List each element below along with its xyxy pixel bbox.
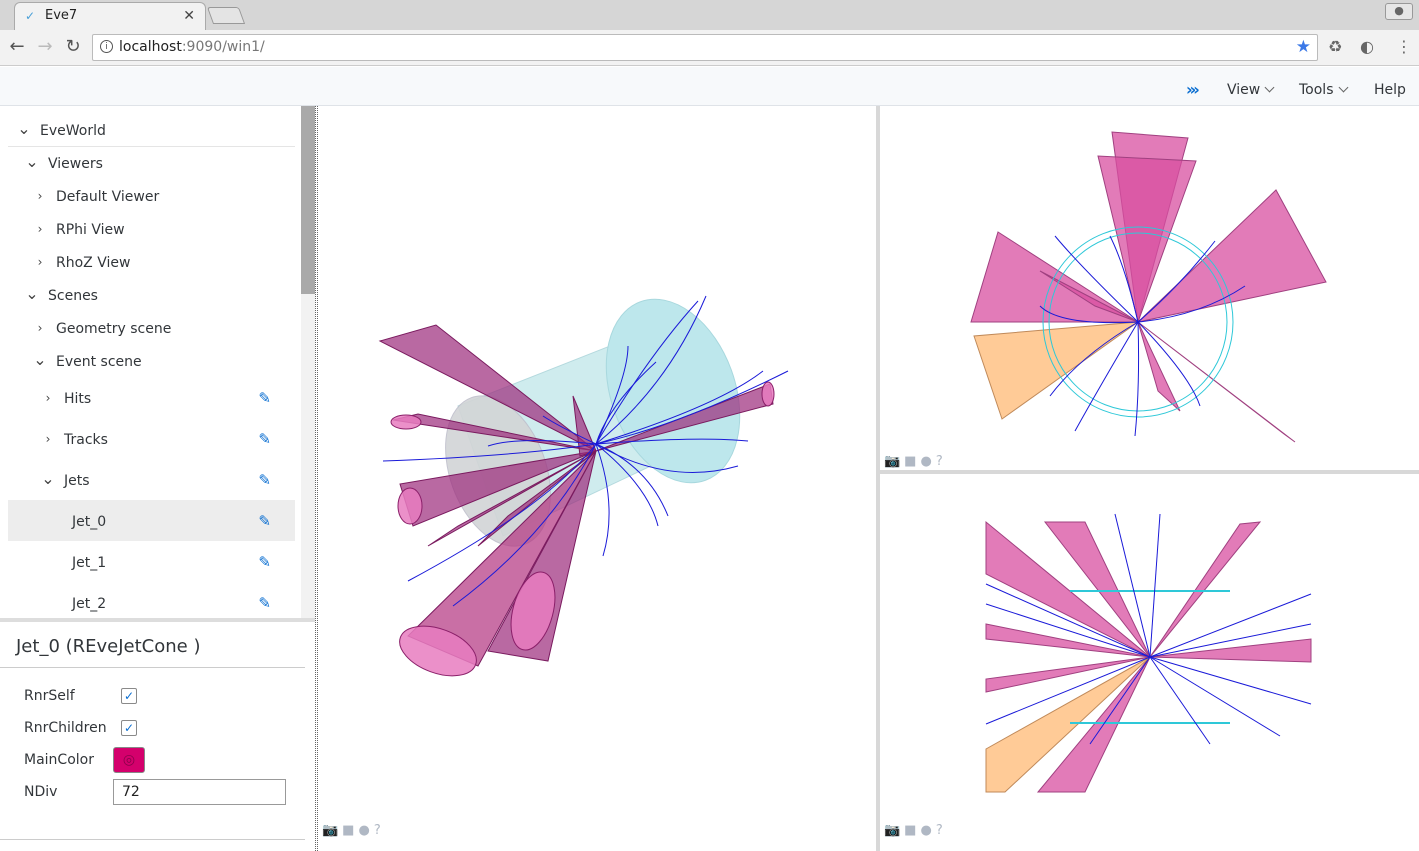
properties-bottom-divider [0, 839, 305, 840]
chevron-right-icon[interactable]: › [45, 432, 51, 446]
profile-icon[interactable]: ● [1385, 3, 1413, 20]
menu-tools-label: Tools [1299, 82, 1334, 98]
properties-title: Jet_0 (REveJetCone ) [16, 636, 201, 657]
forward-icon[interactable]: → [37, 36, 53, 57]
chevron-down-icon[interactable]: ⌄ [33, 350, 47, 369]
edit-pencil-icon[interactable]: ✎ [258, 512, 271, 530]
edit-pencil-icon[interactable]: ✎ [258, 594, 271, 612]
panel-splitter[interactable] [0, 618, 315, 622]
browser-toolbar: ← → ↻ i localhost:9090/win1/ ★ ♻ ◐ ⋮ [0, 30, 1419, 66]
edit-pencil-icon[interactable]: ✎ [258, 389, 271, 407]
browser-menu-icon[interactable]: ⋮ [1396, 37, 1412, 56]
chevron-down-icon[interactable]: ⌄ [25, 152, 39, 171]
reload-icon[interactable]: ↻ [65, 36, 81, 57]
rnrself-checkbox[interactable]: ✓ [121, 688, 137, 704]
tree-item-label: Jet_0 [72, 514, 107, 530]
browser-tab-strip: ✓ Eve7 ✕ ● [0, 0, 1419, 30]
rphi-tracks [1039, 235, 1246, 437]
chevron-down-icon [1338, 82, 1348, 93]
tree-item-label: Jet_2 [72, 596, 107, 612]
chevron-right-icon[interactable]: › [37, 189, 43, 203]
edit-pencil-icon[interactable]: ✎ [258, 553, 271, 571]
app-menubar [0, 67, 1419, 106]
chevron-down-icon[interactable]: ⌄ [17, 119, 31, 138]
rhoz-toolbar[interactable]: 📷■●? [884, 823, 947, 838]
menu-view-label: View [1227, 82, 1261, 98]
info-icon[interactable]: i [100, 40, 113, 53]
selected-row-highlight [8, 500, 295, 541]
rnrchildren-label: RnrChildren [24, 720, 107, 736]
tree-item-label: Hits [64, 391, 92, 407]
address-bar[interactable]: i localhost:9090/win1/ ★ [92, 34, 1318, 61]
menu-help[interactable]: Help [1374, 82, 1406, 98]
rhoz-jet-wedges [985, 520, 1312, 793]
back-icon[interactable]: ← [9, 36, 25, 57]
url-host: localhost [119, 39, 182, 55]
tree-item-label: RhoZ View [56, 255, 131, 271]
chevron-down-icon [1264, 82, 1275, 93]
rhoz-orange-wedge [985, 656, 1151, 793]
tree-item-label: Jets [64, 473, 90, 489]
tracks [382, 295, 789, 607]
url-path: :9090/win1/ [181, 39, 265, 55]
tree-item-label: Jet_1 [72, 555, 107, 571]
rhoz-geometry-lines [1070, 590, 1230, 724]
color-picker-icon: ◎ [122, 752, 136, 768]
vertical-splitter[interactable] [315, 106, 318, 851]
rnrself-label: RnrSelf [24, 688, 75, 704]
maincolor-label: MainColor [24, 752, 94, 768]
menu-view[interactable]: View [1227, 82, 1275, 98]
rphi-geometry-rings [1042, 226, 1234, 418]
3d-event-display[interactable] [318, 106, 876, 851]
close-tab-icon[interactable]: ✕ [183, 8, 195, 24]
extension-icon[interactable]: ◐ [1360, 37, 1374, 56]
new-tab-button[interactable] [206, 7, 246, 24]
navigation-arrows-icon[interactable]: ››› [1186, 80, 1200, 99]
chevron-right-icon[interactable]: › [37, 255, 43, 269]
ndiv-input[interactable]: 72 [113, 779, 286, 805]
rphi-jet-wedges [970, 131, 1327, 443]
rhoz-viewer[interactable]: 📷■●? [880, 474, 1419, 851]
tree-divider [8, 146, 295, 147]
scene-tree: ⌄ EveWorld ⌄ Viewers › Default Viewer › RPhi Vi… [8, 106, 295, 618]
tree-item-label: Tracks [64, 432, 108, 448]
page-favicon-icon: ✓ [25, 9, 36, 23]
rphi-projection[interactable] [880, 106, 1419, 470]
rhoz-tracks [985, 513, 1312, 745]
rphi-viewer[interactable]: 📷■●? [880, 106, 1419, 470]
menu-tools[interactable]: Tools [1299, 82, 1348, 98]
default-viewer-3d[interactable]: 📷■●? [318, 106, 876, 851]
tree-item-label: Viewers [48, 156, 103, 172]
edit-pencil-icon[interactable]: ✎ [258, 471, 271, 489]
rnrchildren-checkbox[interactable]: ✓ [121, 720, 137, 736]
recycle-extension-icon[interactable]: ♻ [1328, 37, 1343, 56]
browser-tab[interactable]: ✓ Eve7 ✕ [14, 2, 206, 30]
chevron-right-icon[interactable]: › [37, 222, 43, 236]
tree-item-label: Default Viewer [56, 189, 160, 205]
tree-item-label: Event scene [56, 354, 142, 370]
viewer-toolbar[interactable]: 📷■●? [322, 823, 385, 838]
tree-item-label: EveWorld [40, 123, 106, 139]
chevron-right-icon[interactable]: › [37, 321, 43, 335]
maincolor-picker[interactable]: ◎ [113, 747, 145, 773]
tree-item-label: Geometry scene [56, 321, 172, 337]
jet-cone-ends [390, 381, 775, 677]
tree-scrollbar-thumb[interactable] [301, 106, 315, 294]
chevron-right-icon[interactable]: › [45, 391, 51, 405]
chevron-down-icon[interactable]: ⌄ [25, 284, 39, 303]
view-splitter-horizontal[interactable] [880, 470, 1419, 474]
edit-pencil-icon[interactable]: ✎ [258, 430, 271, 448]
tree-item-label: RPhi View [56, 222, 125, 238]
properties-divider [0, 667, 305, 668]
view-splitter-vertical[interactable] [876, 106, 880, 851]
rphi-toolbar[interactable]: 📷■●? [884, 454, 947, 469]
ndiv-label: NDiv [24, 784, 58, 800]
tree-item-label: Scenes [48, 288, 98, 304]
chevron-down-icon[interactable]: ⌄ [41, 469, 55, 488]
left-panel: ⌄ EveWorld ⌄ Viewers › Default Viewer › RPhi Vi… [0, 106, 315, 851]
tab-title: Eve7 [45, 8, 78, 23]
rhoz-projection[interactable] [880, 474, 1419, 851]
bookmark-star-icon[interactable]: ★ [1295, 37, 1311, 57]
